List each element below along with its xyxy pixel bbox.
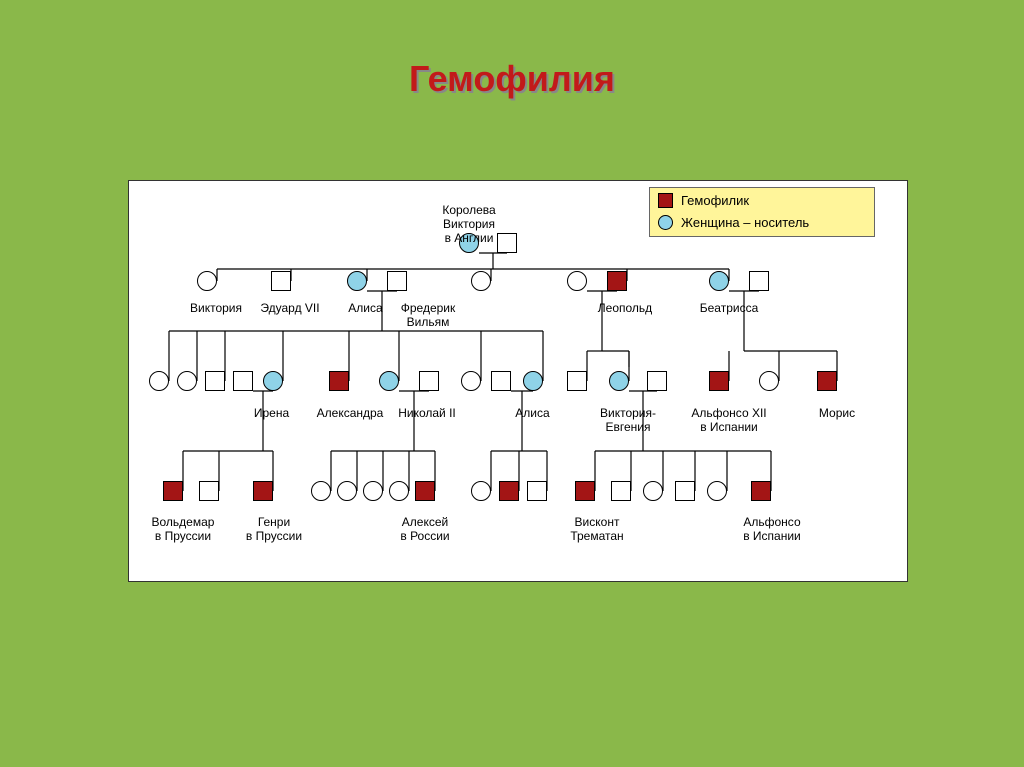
node-label: Леопольд [587, 301, 663, 315]
node-label: Фредерик Вильям [386, 301, 470, 329]
pedigree-node [347, 271, 367, 291]
pedigree-node [611, 481, 631, 501]
node-label: Алиса [338, 301, 393, 315]
pedigree-node [709, 371, 729, 391]
node-label: Виктория [181, 301, 251, 315]
pedigree-node [205, 371, 225, 391]
pedigree-node [643, 481, 663, 501]
pedigree-node [199, 481, 219, 501]
node-label: Королева Виктория в Англии [409, 203, 529, 245]
pedigree-node [707, 481, 727, 501]
pedigree-node [527, 481, 547, 501]
page-title: Гемофилия [0, 58, 1024, 100]
node-label: Морис [807, 406, 867, 420]
pedigree-node [461, 371, 481, 391]
pedigree-node [523, 371, 543, 391]
pedigree-node [471, 481, 491, 501]
node-label: Генри в Пруссии [235, 515, 313, 543]
node-label: Алексей в России [387, 515, 463, 543]
pedigree-node [177, 371, 197, 391]
legend-label: Женщина – носитель [681, 215, 809, 230]
node-label: Беатрисса [691, 301, 767, 315]
node-label: Алиса [505, 406, 560, 420]
legend-label: Гемофилик [681, 193, 749, 208]
pedigree-node [271, 271, 291, 291]
pedigree-node [749, 271, 769, 291]
legend: Гемофилик Женщина – носитель [649, 187, 875, 237]
node-label: Ирена [244, 406, 299, 420]
node-label: Альфонсо XII в Испании [679, 406, 779, 434]
pedigree-node [415, 481, 435, 501]
node-label: Виктория- Евгения [587, 406, 669, 434]
pedigree-node [263, 371, 283, 391]
pedigree-node [149, 371, 169, 391]
pedigree-node [253, 481, 273, 501]
node-label: Александра [307, 406, 393, 420]
pedigree-node [337, 481, 357, 501]
pedigree-node [419, 371, 439, 391]
pedigree-node [567, 271, 587, 291]
pedigree-node [817, 371, 837, 391]
pedigree-node [759, 371, 779, 391]
pedigree-node [751, 481, 771, 501]
node-label: Висконт Трематан [559, 515, 635, 543]
node-label: Вольдемар в Пруссии [139, 515, 227, 543]
pedigree-node [329, 371, 349, 391]
pedigree-node [233, 371, 253, 391]
pedigree-node [471, 271, 491, 291]
pedigree-node [363, 481, 383, 501]
pedigree-node [387, 271, 407, 291]
pedigree-node [163, 481, 183, 501]
node-label: Николай II [387, 406, 467, 420]
pedigree-node [607, 271, 627, 291]
pedigree-node [197, 271, 217, 291]
pedigree-node [499, 481, 519, 501]
pedigree-node [709, 271, 729, 291]
pedigree-node [311, 481, 331, 501]
square-icon [658, 193, 673, 208]
circle-icon [658, 215, 673, 230]
pedigree-node [389, 481, 409, 501]
pedigree-node [491, 371, 511, 391]
legend-item: Гемофилик [658, 193, 749, 208]
pedigree-chart: Гемофилик Женщина – носитель Королева Вик… [128, 180, 908, 582]
pedigree-node [575, 481, 595, 501]
pedigree-node [567, 371, 587, 391]
pedigree-node [675, 481, 695, 501]
pedigree-canvas: Гемофилик Женщина – носитель Королева Вик… [129, 181, 907, 581]
node-label: Альфонсо в Испании [729, 515, 815, 543]
pedigree-node [647, 371, 667, 391]
pedigree-node [609, 371, 629, 391]
node-label: Эдуард VII [251, 301, 329, 315]
legend-item: Женщина – носитель [658, 215, 809, 230]
pedigree-node [379, 371, 399, 391]
